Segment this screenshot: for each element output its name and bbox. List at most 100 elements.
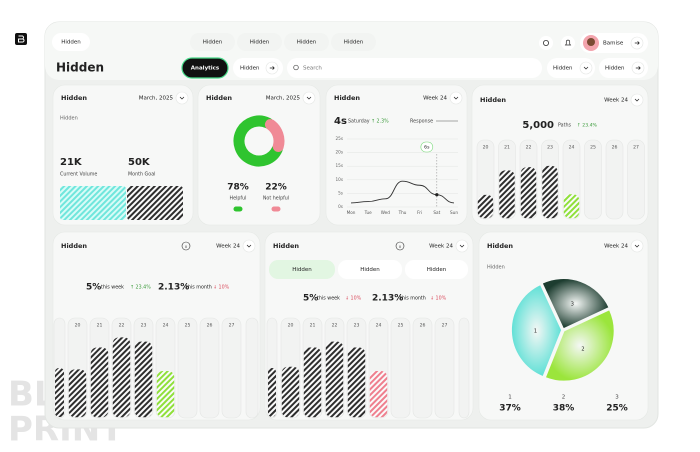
- x-tick-label: 24: [569, 145, 575, 151]
- segment-tab-label: Hidden: [427, 267, 447, 273]
- chevron-button[interactable]: [175, 91, 189, 105]
- marker-dot: [435, 193, 439, 197]
- avatar-face: [587, 38, 595, 46]
- card: [471, 84, 649, 226]
- x-tick-label: 27: [229, 323, 235, 329]
- bar-column: [390, 317, 411, 419]
- user-name: Bamise: [603, 41, 624, 47]
- legend-value: 37%: [499, 404, 521, 414]
- card-title: Hidden: [334, 94, 360, 102]
- nav-tab[interactable]: [331, 33, 376, 51]
- stat-value: 5%: [86, 283, 101, 293]
- bar: [325, 341, 344, 418]
- stat-change: ↑ 23.4%: [130, 285, 151, 291]
- x-tick-label: 21: [97, 323, 103, 329]
- bar-column: [434, 317, 455, 419]
- card-period: Week 24: [604, 244, 628, 250]
- settings-icon: [543, 40, 550, 47]
- chevron-icon: [453, 96, 459, 100]
- legend-value: 38%: [553, 404, 575, 414]
- bar: [68, 369, 87, 418]
- analytics-tab-label: Analytics: [191, 66, 220, 72]
- legend-value: 25%: [606, 404, 628, 414]
- ghost-column: [245, 317, 259, 419]
- bar: [303, 347, 322, 418]
- chevron-button: [579, 61, 593, 75]
- segment-tab[interactable]: [338, 260, 402, 279]
- chevron-icon: [583, 66, 589, 70]
- bar: [477, 194, 494, 219]
- nav-tab[interactable]: [190, 33, 235, 51]
- card-title: Hidden: [487, 242, 513, 250]
- chevron-button[interactable]: [455, 239, 469, 253]
- brand-glyph: [18, 35, 25, 43]
- bar-column: [605, 139, 624, 220]
- card-title: Hidden: [273, 242, 299, 250]
- progress-current: [60, 186, 126, 220]
- stat-value: 2.13%: [372, 294, 403, 304]
- chevron-icon: [459, 244, 465, 248]
- donut-segment: [264, 119, 285, 153]
- segment-tab[interactable]: [405, 260, 468, 279]
- x-tick-label: 22: [526, 145, 532, 151]
- card: [325, 84, 468, 226]
- nav-menu[interactable]: [52, 33, 90, 51]
- bar: [156, 371, 175, 418]
- nav-tab-label: Hidden: [250, 40, 270, 46]
- x-tick-label: 24: [376, 323, 382, 329]
- info-icon[interactable]: [181, 241, 191, 251]
- y-tick-label: 0s: [338, 204, 343, 209]
- dropdown-label: Hidden: [240, 66, 260, 72]
- chevron-button[interactable]: [302, 91, 316, 105]
- search-box[interactable]: [287, 58, 542, 78]
- search-icon: [293, 64, 299, 71]
- ghost-bar: [268, 368, 276, 417]
- x-tick-label: Thu: [398, 210, 407, 215]
- bar: [90, 347, 109, 418]
- bar-column: [221, 317, 242, 419]
- y-tick-label: 10s: [335, 177, 343, 182]
- x-tick-label: 20: [75, 323, 81, 329]
- x-tick-label: 21: [310, 323, 316, 329]
- donut-segment: [233, 115, 283, 167]
- stat-label: this month: [400, 296, 426, 302]
- stat-label: Month Goal: [128, 172, 155, 178]
- bar: [134, 341, 153, 418]
- info-icon[interactable]: [395, 241, 405, 251]
- card-period: Week 24: [604, 98, 628, 104]
- segment-tab[interactable]: [269, 260, 335, 279]
- legend-swatch: [233, 206, 243, 212]
- bar: [112, 337, 131, 418]
- pie-label: 2: [581, 346, 584, 352]
- bar-column: [584, 139, 602, 220]
- settings-button[interactable]: [539, 36, 553, 50]
- chevron-icon: [634, 98, 640, 102]
- stat-value: 21K: [60, 157, 83, 168]
- chevron-button[interactable]: [449, 91, 463, 105]
- chevron-button[interactable]: [630, 239, 644, 253]
- x-tick-label: 23: [354, 323, 360, 329]
- progress-remaining: [127, 186, 183, 220]
- bar-column: [199, 317, 220, 419]
- x-tick-label: 25: [185, 323, 191, 329]
- chevron-icon: [306, 96, 312, 100]
- nav-tab[interactable]: [284, 33, 329, 51]
- stat-label: this month: [186, 285, 212, 291]
- marker-label: 6s: [424, 145, 430, 151]
- chevron-button[interactable]: [630, 93, 644, 107]
- notification-button[interactable]: [561, 36, 575, 50]
- y-tick-label: 15s: [335, 163, 343, 168]
- nav-menu-label: Hidden: [61, 40, 81, 46]
- card-period: March, 2025: [266, 96, 301, 102]
- ghost-column: [458, 317, 470, 419]
- x-tick-label: 26: [207, 323, 213, 329]
- pie-label: 1: [534, 328, 537, 334]
- chevron-button[interactable]: [242, 239, 256, 253]
- card-subtitle: Hidden: [60, 116, 78, 122]
- analytics-tab[interactable]: [181, 57, 229, 79]
- nav-tab[interactable]: [237, 33, 282, 51]
- card-period: Week 24: [216, 244, 240, 250]
- stat-change: ↓ 10%: [430, 296, 447, 302]
